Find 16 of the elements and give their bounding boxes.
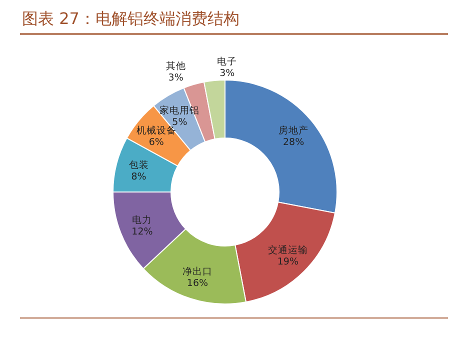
slice-label: 其他 bbox=[166, 60, 186, 72]
data-label: 28% bbox=[283, 136, 304, 148]
slice-label: 电力 bbox=[132, 214, 152, 226]
chart-title: 图表 27：电解铝终端消费结构 bbox=[22, 9, 240, 28]
slice-label: 电子 bbox=[217, 56, 238, 68]
data-label: 12% bbox=[132, 226, 153, 238]
data-label: 16% bbox=[186, 278, 208, 290]
slice-label: 包装 bbox=[128, 158, 149, 171]
slice-label: 交通运输 bbox=[268, 244, 308, 256]
data-label: 3% bbox=[220, 68, 235, 80]
slice-label: 净出口 bbox=[182, 266, 212, 278]
data-label: 3% bbox=[168, 72, 184, 84]
slice-label: 房地产 bbox=[278, 124, 309, 136]
data-label: 6% bbox=[148, 136, 164, 148]
data-label: 8% bbox=[131, 171, 146, 182]
data-label: 19% bbox=[277, 256, 298, 268]
